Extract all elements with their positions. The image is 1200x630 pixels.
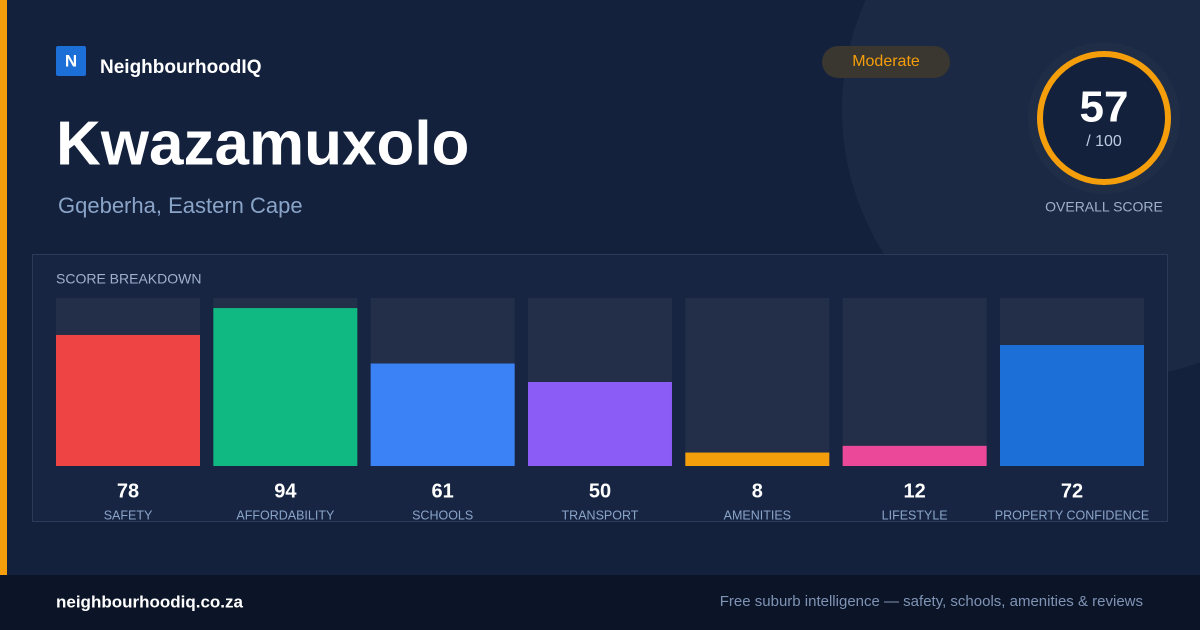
bar (527, 382, 672, 466)
footer (0, 575, 1200, 630)
bar-value: 72 (1061, 480, 1083, 502)
bar-track (685, 298, 830, 466)
badge-text: Moderate (852, 53, 920, 70)
bar-value: 12 (904, 480, 926, 502)
footer-site: neighbourhoodiq.co.za (56, 592, 244, 611)
breakdown-title: SCORE BREAKDOWN (56, 271, 201, 287)
location: Gqeberha, Eastern Cape (58, 193, 303, 218)
logo-letter: N (65, 51, 77, 70)
bar-value: 78 (117, 480, 139, 502)
bar-label: AMENITIES (724, 508, 791, 522)
bar-value: 61 (432, 480, 454, 502)
bar (213, 308, 358, 466)
footer-tagline: Free suburb intelligence — safety, schoo… (720, 593, 1143, 610)
bar (56, 334, 200, 466)
gauge-ring (1037, 51, 1171, 185)
bar-label: TRANSPORT (562, 508, 639, 522)
bar (842, 445, 987, 466)
bar (999, 345, 1144, 466)
accent-stripe (0, 0, 7, 575)
bar-value: 8 (752, 480, 763, 502)
overall-out-of: / 100 (1086, 133, 1122, 150)
bar-label: AFFORDABILITY (236, 508, 335, 522)
bar-value: 94 (274, 480, 297, 502)
bar-label: SAFETY (104, 508, 153, 522)
overall-label: OVERALL SCORE (1045, 199, 1163, 215)
overall-score: 57 (1080, 83, 1129, 132)
title: Kwazamuxolo (56, 109, 469, 178)
bar (370, 363, 515, 466)
brand: NeighbourhoodIQ (100, 57, 261, 78)
bar-label: LIFESTYLE (882, 508, 948, 522)
bar (685, 452, 830, 466)
bar-label: SCHOOLS (412, 508, 473, 522)
bars: 78 SAFETY 94 AFFORDABILITY 61 SCHOOLS 50 TRANSP… (56, 298, 1149, 522)
bar-value: 50 (589, 480, 611, 502)
badge (822, 46, 950, 78)
bar-track (842, 298, 987, 466)
logo (56, 46, 86, 76)
bar-label: PROPERTY CONFIDENCE (995, 508, 1149, 522)
